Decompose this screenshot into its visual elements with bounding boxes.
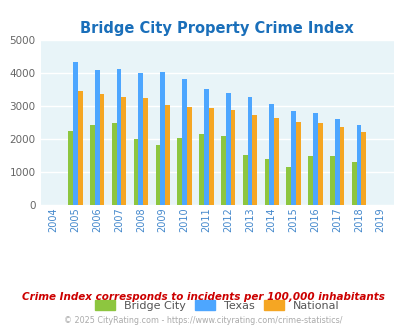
Bar — [155, 145, 160, 205]
Bar — [133, 139, 138, 205]
Bar — [273, 118, 278, 205]
Bar — [295, 122, 300, 205]
Bar — [165, 105, 169, 205]
Bar — [329, 156, 334, 205]
Bar — [334, 119, 339, 205]
Bar — [90, 125, 95, 205]
Title: Bridge City Property Crime Index: Bridge City Property Crime Index — [80, 21, 353, 36]
Bar — [177, 138, 182, 205]
Bar — [339, 127, 343, 205]
Bar — [312, 113, 317, 205]
Bar — [186, 107, 191, 205]
Bar — [286, 167, 290, 205]
Bar — [68, 131, 73, 205]
Bar — [121, 97, 126, 205]
Bar — [95, 70, 100, 205]
Bar — [198, 134, 203, 205]
Bar — [220, 136, 225, 205]
Bar — [252, 115, 256, 205]
Bar — [182, 79, 186, 205]
Bar — [290, 111, 295, 205]
Bar — [242, 155, 247, 205]
Text: Crime Index corresponds to incidents per 100,000 inhabitants: Crime Index corresponds to incidents per… — [21, 292, 384, 302]
Bar — [247, 97, 252, 205]
Bar — [100, 94, 104, 205]
Bar — [360, 132, 365, 205]
Bar — [143, 98, 148, 205]
Bar — [160, 72, 165, 205]
Bar — [225, 93, 230, 205]
Legend: Bridge City, Texas, National: Bridge City, Texas, National — [91, 296, 343, 315]
Bar — [116, 69, 121, 205]
Bar — [138, 73, 143, 205]
Bar — [73, 62, 78, 205]
Bar — [208, 108, 213, 205]
Bar — [317, 123, 322, 205]
Bar — [78, 91, 83, 205]
Text: © 2025 CityRating.com - https://www.cityrating.com/crime-statistics/: © 2025 CityRating.com - https://www.city… — [64, 316, 341, 325]
Bar — [112, 123, 116, 205]
Bar — [203, 89, 208, 205]
Bar — [230, 110, 235, 205]
Bar — [264, 159, 269, 205]
Bar — [307, 156, 312, 205]
Bar — [351, 162, 356, 205]
Bar — [356, 125, 360, 205]
Bar — [269, 104, 273, 205]
